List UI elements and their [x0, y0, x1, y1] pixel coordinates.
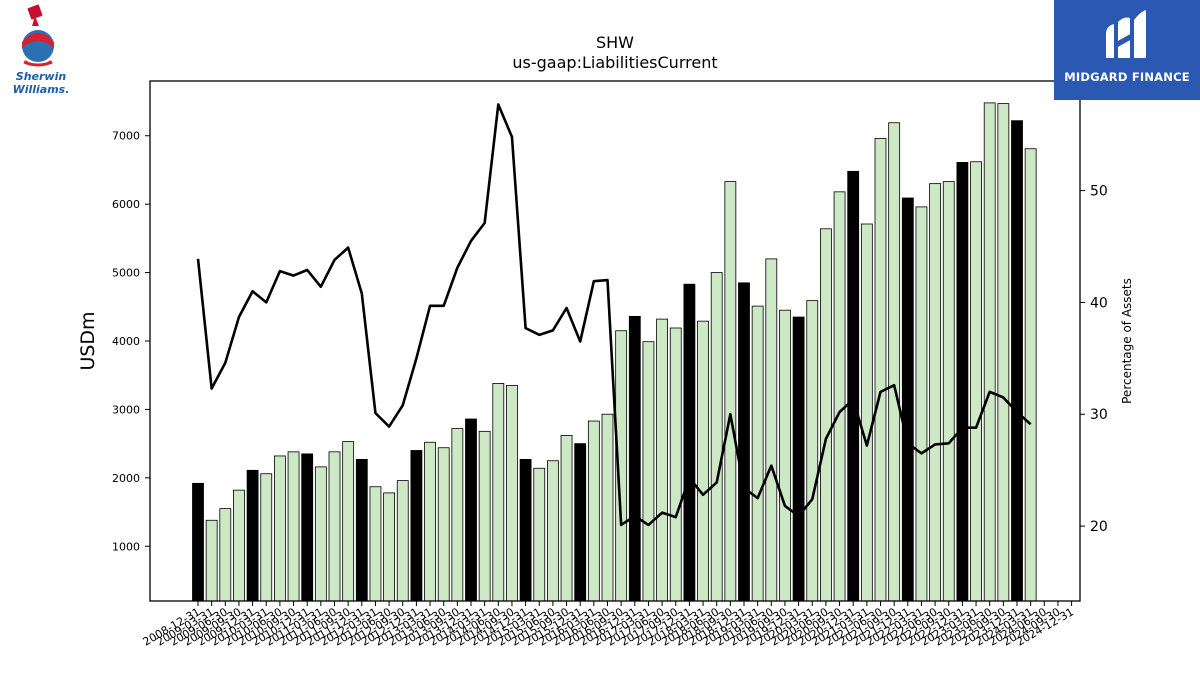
y2-tick-label: 30	[1090, 407, 1108, 423]
bar-quarterly	[915, 206, 928, 602]
bar-annual	[574, 443, 587, 602]
logo-line-1: Sherwin	[15, 70, 67, 83]
bar-quarterly	[942, 181, 955, 602]
y-tick-label: 2000	[112, 472, 140, 485]
bar-quarterly	[233, 489, 245, 602]
bar-annual	[628, 315, 641, 602]
chart-title: SHW	[596, 33, 634, 52]
bar-quarterly	[806, 300, 819, 602]
bar-annual	[519, 458, 532, 602]
bar-quarterly	[533, 467, 546, 602]
y-tick-label: 6000	[112, 198, 140, 211]
bar-annual	[192, 482, 204, 602]
bar-quarterly	[328, 451, 341, 602]
bar-quarterly	[860, 223, 873, 602]
bar-annual	[355, 458, 368, 602]
y-tick-label: 7000	[112, 130, 140, 143]
bar-quarterly	[369, 486, 382, 602]
bar-quarterly	[1024, 148, 1037, 602]
bar-quarterly	[983, 102, 996, 602]
bar-quarterly	[260, 473, 273, 602]
bar-quarterly	[205, 519, 218, 602]
paint-globe-icon	[22, 4, 54, 67]
bar-quarterly	[219, 508, 232, 602]
midgard-mark-icon	[1106, 10, 1146, 58]
bar-quarterly	[424, 441, 436, 602]
bar-quarterly	[710, 272, 723, 602]
line-group	[196, 103, 1032, 527]
bar-annual	[792, 316, 805, 602]
bar-quarterly	[874, 138, 887, 602]
y-tick-label: 5000	[112, 267, 140, 280]
bar-quarterly	[547, 460, 559, 602]
y-tick-label: 3000	[112, 403, 140, 416]
bar-annual	[738, 282, 750, 602]
bar-quarterly	[765, 258, 778, 602]
bar-group	[192, 102, 1037, 602]
bar-annual	[465, 418, 477, 602]
bar-quarterly	[342, 441, 355, 602]
bar-annual	[956, 162, 969, 602]
bar-quarterly	[970, 161, 982, 602]
y-tick-label: 1000	[112, 540, 140, 553]
midgard-logo-text: MIDGARD FINANCE	[1064, 70, 1190, 84]
bar-quarterly	[273, 455, 286, 602]
midgard-finance-logo: MIDGARD FINANCE	[1054, 0, 1200, 100]
x-axis: 2008-12-312009-03-312009-06-302009-09-30…	[141, 601, 1076, 649]
bar-quarterly	[506, 385, 518, 602]
right-axis: 20 30 40 50	[1080, 184, 1108, 535]
bar-quarterly	[560, 435, 573, 602]
bar-annual	[410, 450, 423, 602]
logo-line-2: Williams.	[12, 83, 70, 96]
y2-axis-label: Percentage of Assets	[1120, 278, 1134, 404]
bar-quarterly	[478, 430, 491, 602]
y-tick-label: 4000	[112, 335, 140, 348]
bar-quarterly	[492, 383, 505, 602]
bar-quarterly	[697, 320, 709, 602]
bar-annual	[901, 197, 914, 602]
left-axis: 1000 2000 3000 4000 5000 6000 7000	[112, 130, 150, 553]
bar-quarterly	[997, 103, 1010, 602]
y2-tick-label: 50	[1090, 184, 1108, 200]
bar-quarterly	[451, 428, 464, 602]
bar-quarterly	[656, 318, 668, 602]
bar-quarterly	[642, 341, 655, 602]
bar-quarterly	[383, 492, 396, 602]
bar-annual	[847, 170, 860, 602]
bar-quarterly	[437, 447, 450, 602]
bar-quarterly	[601, 413, 614, 602]
bar-quarterly	[833, 191, 846, 602]
bar-annual	[1011, 120, 1023, 602]
y-axis-label: USDm	[77, 311, 99, 370]
bar-quarterly	[779, 309, 791, 602]
bar-quarterly	[888, 122, 901, 602]
bar-quarterly	[820, 228, 832, 602]
bar-quarterly	[396, 480, 409, 602]
bar-quarterly	[929, 183, 941, 602]
bar-quarterly	[669, 327, 682, 602]
percentage-line	[196, 103, 1032, 527]
bar-annual	[246, 469, 259, 602]
bar-quarterly	[587, 420, 600, 602]
sherwin-williams-logo: Sherwin Williams.	[4, 4, 74, 100]
y2-tick-label: 40	[1090, 295, 1108, 311]
bar-quarterly	[724, 181, 737, 602]
bar-quarterly	[314, 466, 327, 602]
y2-tick-label: 20	[1090, 519, 1108, 535]
bar-annual	[301, 453, 314, 602]
bar-quarterly	[287, 451, 300, 602]
chart-subtitle: us-gaap:LiabilitiesCurrent	[512, 53, 717, 72]
bar-annual	[683, 283, 696, 602]
bar-quarterly	[751, 305, 764, 602]
